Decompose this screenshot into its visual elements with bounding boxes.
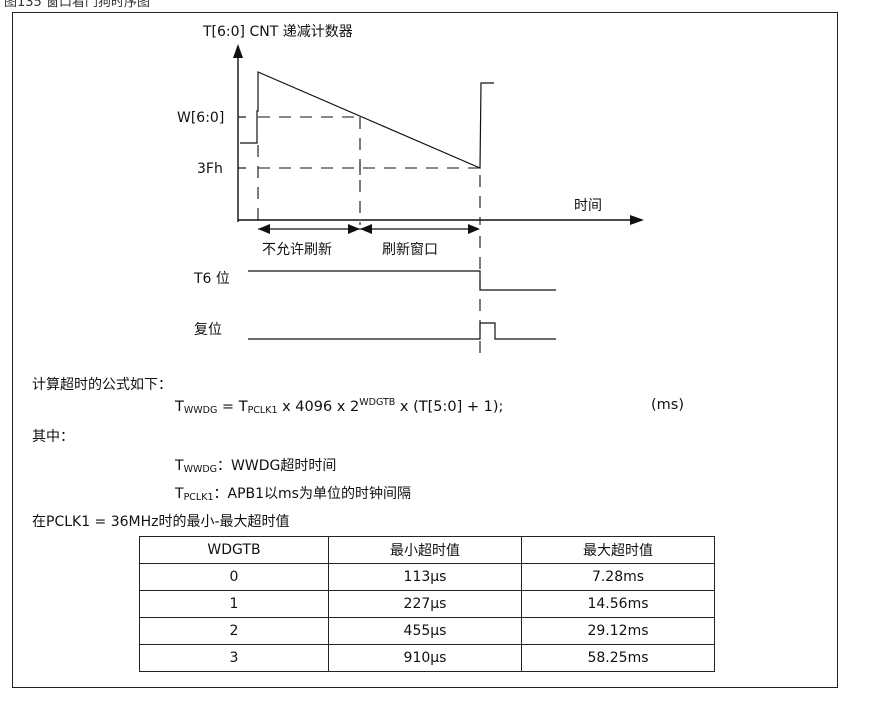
table-header-row: WDGTB 最小超时值 最大超时值 (139, 536, 715, 564)
table-title: 在PCLK1 = 36MHz时的最小-最大超时值 (32, 514, 290, 530)
formula-intro: 计算超时的公式如下： (32, 377, 172, 393)
counter-waveform (240, 71, 494, 169)
header-max-timeout: 最大超时值 (521, 536, 715, 564)
where-label: 其中： (32, 429, 74, 445)
cell-wdgtb: 2 (139, 617, 329, 645)
figure-frame (12, 12, 838, 688)
formula-unit: (ms) (651, 397, 684, 413)
x-axis-label: 时间 (574, 198, 602, 214)
definition-tpclk1: TPCLK1：APB1以ms为单位的时钟间隔 (175, 486, 411, 503)
t6-label: T6 位 (193, 271, 230, 287)
x-axis-arrow (630, 215, 644, 225)
arrow-left-start (258, 224, 270, 234)
y-axis-arrow (233, 44, 243, 58)
definition-twwdg: TWWDG：WWDG超时时间 (175, 458, 337, 475)
arrow-left-end (348, 224, 360, 234)
table-row: 2 455µs 29.12ms (139, 617, 715, 645)
cell-min: 455µs (328, 617, 522, 645)
cell-min: 227µs (328, 590, 522, 618)
header-wdgtb: WDGTB (139, 536, 329, 564)
formula-lhs-sub: WWDG (183, 405, 218, 416)
table-row: 0 113µs 7.28ms (139, 563, 715, 591)
cell-max: 29.12ms (521, 617, 715, 645)
cell-max: 7.28ms (521, 563, 715, 591)
figure-caption: 图135 窗口看门狗时序图 (4, 0, 150, 10)
formula-mid: x 4096 x 2 (277, 399, 360, 415)
cell-min: 113µs (328, 563, 522, 591)
w-label: W[6:0] (177, 110, 224, 126)
cell-max: 58.25ms (521, 644, 715, 672)
cell-min: 910µs (328, 644, 522, 672)
reset-label: 复位 (194, 321, 222, 338)
arrow-right-start (360, 224, 372, 234)
formula-tail: x (T[5:0] + 1); (395, 399, 504, 415)
cell-max: 14.56ms (521, 590, 715, 618)
table-row: 1 227µs 14.56ms (139, 590, 715, 618)
header-min-timeout: 最小超时值 (328, 536, 522, 564)
t6-waveform (248, 270, 556, 291)
formula-pclk-sub: PCLK1 (247, 405, 278, 416)
reset-waveform (248, 322, 556, 340)
timeout-table: WDGTB 最小超时值 最大超时值 0 113µs 7.28ms 1 227µs… (139, 536, 715, 672)
formula-eq: = T (217, 399, 248, 415)
y-axis-label: T[6:0] CNT 递减计数器 (202, 24, 353, 40)
formula-exp: WDGTB (359, 397, 396, 408)
refresh-window-label: 刷新窗口 (382, 241, 438, 258)
table-row: 3 910µs 58.25ms (139, 644, 715, 672)
arrow-right-end (468, 224, 480, 234)
timeout-formula: TWWDG = TPCLK1 x 4096 x 2WDGTB x (T[5:0]… (175, 397, 503, 416)
not-allowed-label: 不允许刷新 (262, 242, 332, 258)
cell-wdgtb: 1 (139, 590, 329, 618)
formula-lhs: T (175, 399, 184, 415)
cell-wdgtb: 0 (139, 563, 329, 591)
h3f-label: 3Fh (197, 161, 223, 177)
cell-wdgtb: 3 (139, 644, 329, 672)
